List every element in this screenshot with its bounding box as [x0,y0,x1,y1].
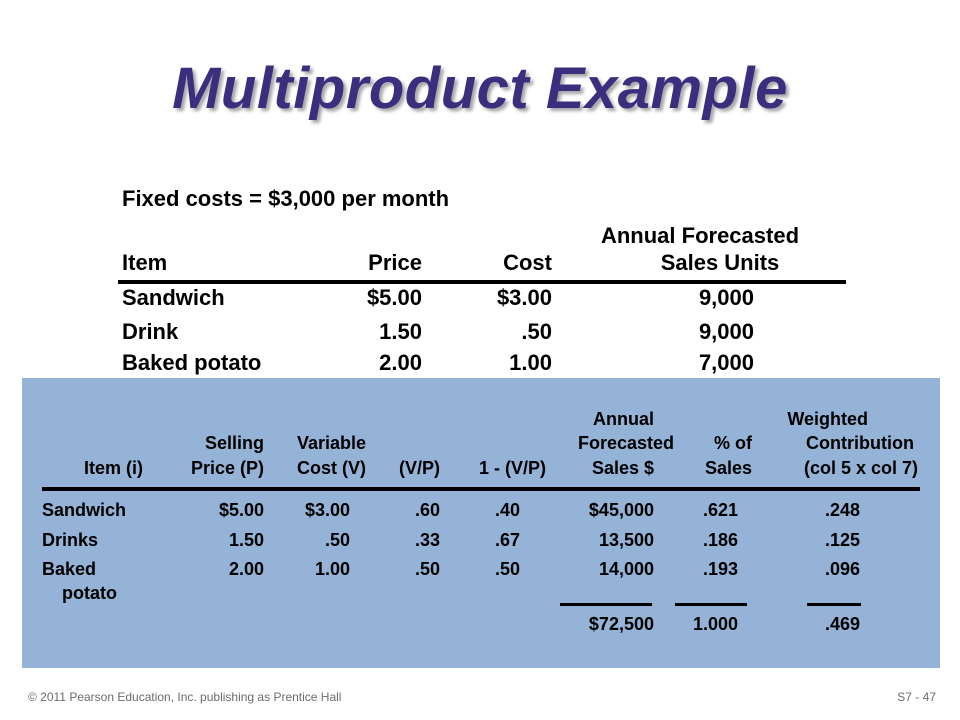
table-cell: .096 [824,559,860,579]
table-row: Drinks [42,530,99,550]
col-header-one-minus-vp: 1 - (V/P) [478,458,546,478]
table-cell: .621 [702,500,738,520]
col-header-price-line1: Selling [204,433,264,453]
copyright-footer: © 2011 Pearson Education, Inc. publishin… [28,690,342,704]
total-rule-pct [675,603,747,606]
table2-header-rule [42,487,920,491]
table1-header-rule [118,280,846,284]
col-header-price: Price [368,250,422,275]
slide-title: Multiproduct Example [172,56,788,121]
col-header-sales-line3: Sales $ [591,458,654,478]
table-cell: .125 [824,530,860,550]
col-header-sales-line2: Sales Units [660,250,780,275]
table-cell: .50 [494,559,520,579]
col-header-cost: Cost [503,250,552,275]
contribution-panel [22,378,940,668]
total-rule-wc [807,603,861,606]
table-cell: 1.50 [228,530,264,550]
table-cell: 1.00 [509,350,552,375]
col-header-wc-line3: (col 5 x col 7) [803,458,918,478]
table-cell: $5.00 [366,285,422,310]
col-header-pct-line2: Sales [704,458,752,478]
table-cell: 1.50 [379,319,422,344]
col-header-vp: (V/P) [398,458,440,478]
table-cell: 9,000 [698,285,754,310]
table-cell: potato [62,583,117,603]
total-wc: .469 [824,614,860,634]
col-header-price-line2: Price (P) [190,458,264,478]
table-cell: $3.00 [304,500,350,520]
col-header-sales-line1: Annual Forecasted [600,223,800,248]
col-header-cost-line2: Cost (V) [297,458,366,478]
col-header-item: Item [122,250,168,275]
table-row: Sandwich [122,285,225,310]
table-cell: .60 [414,500,440,520]
table-cell: 13,500 [598,530,654,550]
col-header-wc-line1: Weighted [787,409,868,429]
table-cell: 9,000 [698,319,754,344]
table-cell: $5.00 [218,500,264,520]
total-pct: 1.000 [692,614,738,634]
col-header-sales-line2: Forecasted [577,433,674,453]
table-row: Drink [122,319,179,344]
slide-number: S7 - 47 [897,690,936,704]
table-cell: .33 [414,530,440,550]
table-cell: .186 [702,530,738,550]
table-cell: .248 [824,500,860,520]
table-cell: .50 [324,530,350,550]
col-header-wc-line2: Contribution [806,433,914,453]
table-cell: .50 [414,559,440,579]
col-header-pct-line1: % of [714,433,752,453]
col-header-sales-line1: Annual [593,409,654,429]
table-cell: $3.00 [496,285,552,310]
total-sales: $72,500 [588,614,654,634]
table-cell: .50 [521,319,552,344]
table-cell: 7,000 [698,350,754,375]
total-rule-sales [560,603,652,606]
table-cell: 14,000 [598,559,654,579]
table-cell: 2.00 [379,350,422,375]
table-row: Baked [42,559,97,579]
table-row: Baked potato [122,350,262,375]
table-cell: .40 [494,500,520,520]
col-header-cost-line1: Variable [296,433,366,453]
table-cell: .193 [702,559,738,579]
table-cell: 1.00 [314,559,350,579]
table-cell: .67 [494,530,520,550]
table-row: Sandwich [42,500,127,520]
fixed-costs-text: Fixed costs = $3,000 per month [122,186,450,211]
table-cell: 2.00 [228,559,264,579]
col-header-item: Item (i) [83,458,143,478]
table-cell: $45,000 [588,500,654,520]
